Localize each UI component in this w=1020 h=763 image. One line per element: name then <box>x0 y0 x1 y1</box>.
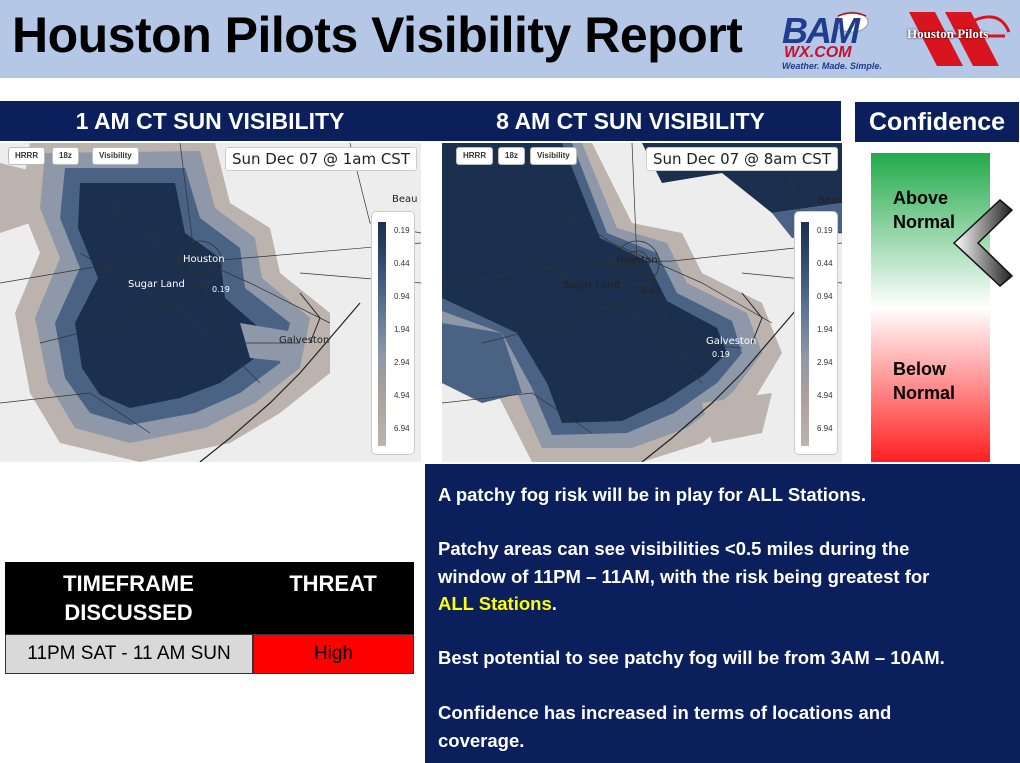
discussion-box: A patchy fog risk will be in play for AL… <box>425 464 1020 763</box>
city-beaumont: Beau <box>392 194 418 205</box>
legend-item: 6.94 <box>817 424 833 433</box>
table-header-timeframe-line2: DISCUSSED <box>64 600 193 625</box>
confidence-above-line1: Above <box>893 188 949 208</box>
discussion-highlight: ALL Stations <box>438 593 552 614</box>
visibility-legend: 0.19 0.44 0.94 1.94 2.94 4.94 6.94 <box>794 211 838 455</box>
bam-logo-domain: WX.COM <box>784 44 852 61</box>
confidence-below-line2: Normal <box>893 383 956 403</box>
discussion-p2-line1: Patchy areas can see visibilities <0.5 m… <box>438 538 910 559</box>
discussion-paragraph-3: Best potential to see patchy fog will be… <box>438 647 945 668</box>
confidence-above-label: Above Normal <box>893 186 955 234</box>
map-8am[interactable]: HRRR 18z Visibility Sun Dec 07 @ 8am CST… <box>442 143 842 462</box>
visibility-legend: 0.19 0.44 0.94 1.94 2.94 4.94 6.94 <box>371 211 415 455</box>
discussion-p4-line2: coverage. <box>438 729 525 751</box>
map-timestamp: Sun Dec 07 @ 1am CST <box>225 147 417 171</box>
panel-1-title: 1 AM CT SUN VISIBILITY <box>0 101 420 141</box>
city-houston: Houston <box>183 254 225 265</box>
city-galveston: Galveston <box>706 336 757 347</box>
houston-pilots-logo-text: Houston Pilots <box>907 26 989 41</box>
legend-item: 0.19 <box>817 226 833 235</box>
discussion-paragraph-2: Patchy areas can see visibilities <0.5 m… <box>438 535 1013 618</box>
city-sugar-land: Sugar Land <box>128 279 185 290</box>
chip-parameter[interactable]: Visibility <box>530 147 577 165</box>
legend-item: 2.94 <box>394 358 410 367</box>
table-cell-threat: High <box>253 634 414 674</box>
city-beaumont: Beau <box>818 195 842 206</box>
city-galveston: Galveston <box>279 335 330 346</box>
map-1am[interactable]: HRRR 18z Visibility Sun Dec 07 @ 1am CST… <box>0 143 421 462</box>
map-timestamp: Sun Dec 07 @ 8am CST <box>646 147 838 171</box>
city-houston: Houston <box>616 255 658 266</box>
chip-model[interactable]: HRRR <box>8 147 46 165</box>
confidence-gradient-bar <box>871 153 990 462</box>
confidence-below-line1: Below <box>893 359 947 379</box>
confidence-above-line2: Normal <box>893 212 956 232</box>
chip-run[interactable]: 18z <box>52 147 79 165</box>
legend-item: 1.94 <box>817 325 833 334</box>
legend-item: 0.94 <box>394 292 410 301</box>
legend-item: 1.94 <box>394 325 410 334</box>
discussion-p4-line1: Confidence has increased in terms of loc… <box>438 702 892 723</box>
legend-color-bar <box>378 222 386 446</box>
page-title: Houston Pilots Visibility Report <box>12 7 743 63</box>
legend-item: 0.44 <box>394 259 410 268</box>
threat-table: TIMEFRAME DISCUSSED THREAT 11PM SAT - 11… <box>5 562 414 676</box>
table-cell-timeframe: 11PM SAT - 11 AM SUN <box>5 634 253 674</box>
panel-2-title: 8 AM CT SUN VISIBILITY <box>420 101 841 141</box>
discussion-paragraph-1: A patchy fog risk will be in play for AL… <box>438 484 866 505</box>
point-readout: 0.63 <box>642 286 660 295</box>
chip-model[interactable]: HRRR <box>456 147 494 165</box>
legend-item: 4.94 <box>394 391 410 400</box>
bam-logo-tagline: Weather. Made. Simple. <box>782 61 882 71</box>
bam-logo-text: BAM <box>782 10 860 51</box>
bam-logo: BAM WX.COM Weather. Made. Simple. <box>780 8 898 72</box>
legend-item: 4.94 <box>817 391 833 400</box>
point-readout: 0.19 <box>212 285 230 294</box>
confidence-pointer-icon <box>950 198 1014 288</box>
legend-color-bar <box>801 222 809 446</box>
table-header-timeframe: TIMEFRAME DISCUSSED <box>5 562 252 634</box>
legend-item: 0.44 <box>817 259 833 268</box>
legend-item: 0.94 <box>817 292 833 301</box>
point-readout-2: 0.19 <box>712 350 730 359</box>
chip-parameter[interactable]: Visibility <box>92 147 139 165</box>
table-header-threat: THREAT <box>252 562 414 634</box>
legend-item: 0.19 <box>394 226 410 235</box>
discussion-paragraph-4: Confidence has increased in terms of loc… <box>438 699 1013 754</box>
legend-item: 6.94 <box>394 424 410 433</box>
city-sugar-land: Sugar Land <box>563 280 620 291</box>
discussion-p2-end: . <box>551 593 557 614</box>
discussion-p2-line2: window of 11PM – 11AM, with the risk bei… <box>438 565 930 587</box>
confidence-below-label: Below Normal <box>893 357 955 405</box>
houston-pilots-logo: Houston Pilots <box>905 6 1015 72</box>
table-header-timeframe-line1: TIMEFRAME <box>63 571 194 596</box>
chip-run[interactable]: 18z <box>498 147 525 165</box>
legend-item: 2.94 <box>817 358 833 367</box>
confidence-title: Confidence <box>855 102 1019 142</box>
